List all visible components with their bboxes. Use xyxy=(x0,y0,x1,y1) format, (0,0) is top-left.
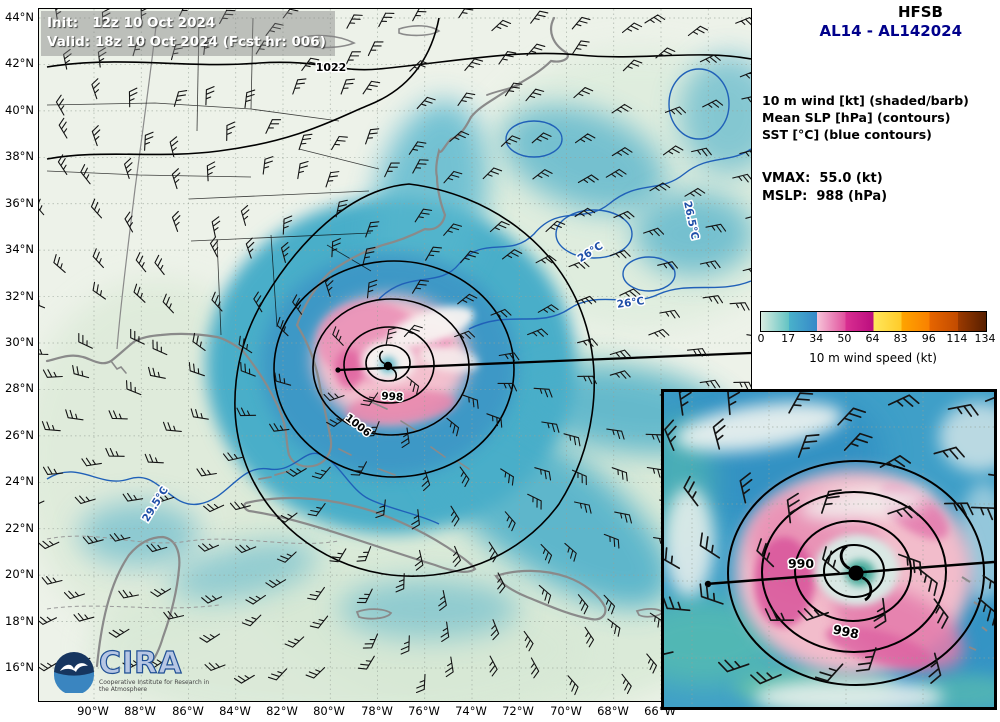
colorbar-caption: 10 m wind speed (kt) xyxy=(809,351,937,365)
colorbar-ticks: 0 17 34 50 64 83 96 114 134 xyxy=(757,332,996,346)
slp-label-1022: 1022 xyxy=(316,61,347,74)
coastline-cuba xyxy=(243,496,477,574)
lon-label: 84°W xyxy=(219,704,251,718)
colorbar-tick: 0 xyxy=(757,332,765,345)
slp-label-998: 998 xyxy=(381,390,404,403)
lat-label: 40°N xyxy=(5,103,34,117)
coastline-hispaniola xyxy=(494,569,607,621)
coastline-yucatan xyxy=(95,535,181,668)
lon-label: 88°W xyxy=(124,704,156,718)
legend-line-slp: Mean SLP [hPa] (contours) xyxy=(762,110,951,125)
storm-id: AL14 - AL142024 xyxy=(819,22,963,40)
rivers-lakes xyxy=(116,17,441,350)
colorbar-gradient xyxy=(760,311,987,332)
cira-logo-subtext: Cooperative Institute for Research in th… xyxy=(99,679,210,693)
coastline-gulf xyxy=(45,339,137,365)
colorbar-tick: 96 xyxy=(921,332,936,345)
inset-contour-labels: 990 998 xyxy=(786,555,861,644)
inset-label-998: 998 xyxy=(832,622,861,642)
coastline-us-east xyxy=(295,16,569,327)
lat-label: 16°N xyxy=(5,660,34,674)
inset-label-990: 990 xyxy=(788,556,814,571)
sst-contours xyxy=(46,68,751,525)
storm-metrics: VMAX: 55.0 (kt) MSLP: 988 (hPa) xyxy=(762,170,998,206)
sst-contours-dashed xyxy=(46,535,340,610)
init-line: Init: 12z 10 Oct 2024 xyxy=(47,15,216,31)
inset-wind-shading xyxy=(664,392,994,707)
forecast-map: 1022 1006 998 29.5°C 26°C 26.5°C 26°C In… xyxy=(38,8,752,702)
lat-label: 30°N xyxy=(5,335,34,349)
lon-label: 74°W xyxy=(455,704,487,718)
model-name: HFSB xyxy=(897,3,943,21)
forecast-map-canvas: 1022 1006 998 29.5°C 26°C 26.5°C 26°C xyxy=(39,9,751,701)
colorbar-tick: 83 xyxy=(893,332,908,345)
bahamas xyxy=(338,400,470,476)
colorbar-tick: 64 xyxy=(865,332,880,345)
lat-label: 24°N xyxy=(5,474,34,488)
vmax-value: VMAX: 55.0 (kt) xyxy=(762,171,883,186)
colorbar-tick: 50 xyxy=(837,332,852,345)
lat-label: 26°N xyxy=(5,428,34,442)
lon-label: 70°W xyxy=(550,704,582,718)
lon-label: 86°W xyxy=(172,704,204,718)
legend-line-sst: SST [°C] (blue contours) xyxy=(762,127,932,142)
inset-canvas: 990 998 xyxy=(664,392,994,707)
lat-label: 34°N xyxy=(5,242,34,256)
colorbar-tick: 134 xyxy=(974,332,996,345)
cira-logo-text: CIRA xyxy=(98,646,183,681)
valid-line: Valid: 18z 10 Oct 2024 (Fcst hr: 006) xyxy=(47,34,326,50)
mslp-value: MSLP: 988 (hPa) xyxy=(762,189,888,204)
colorbar-tick: 114 xyxy=(946,332,968,345)
coastline-florida xyxy=(133,323,333,468)
lat-label: 28°N xyxy=(5,381,34,395)
track-line xyxy=(335,351,751,373)
sst-label-atl3: 26°C xyxy=(616,295,645,311)
inset-hurricane-symbol xyxy=(839,544,873,602)
lon-label: 72°W xyxy=(502,704,534,718)
lat-label: 38°N xyxy=(5,149,34,163)
lat-label: 32°N xyxy=(5,289,34,303)
lat-label: 18°N xyxy=(5,614,34,628)
storm-inset-map: 990 998 xyxy=(661,389,997,710)
lon-label: 80°W xyxy=(313,704,345,718)
lon-label: 68°W xyxy=(597,704,629,718)
lat-label: 36°N xyxy=(5,196,34,210)
lon-label: 76°W xyxy=(408,704,440,718)
legend-line-wind: 10 m wind [kt] (shaded/barb) xyxy=(762,93,969,108)
colorbar-tick: 34 xyxy=(809,332,824,345)
field-legend: 10 m wind [kt] (shaded/barb) Mean SLP [hP… xyxy=(762,92,998,143)
inset-islands xyxy=(961,576,988,651)
run-time-overlay: Init: 12z 10 Oct 2024 Valid: 18z 10 Oct 2… xyxy=(41,11,335,56)
lon-label: 82°W xyxy=(266,704,298,718)
state-borders xyxy=(46,17,380,336)
colorbar-tick: 17 xyxy=(781,332,796,345)
lon-label: 78°W xyxy=(361,704,393,718)
lon-label: 90°W xyxy=(77,704,109,718)
coastlines xyxy=(45,16,734,668)
lat-label: 42°N xyxy=(5,56,34,70)
lat-label: 20°N xyxy=(5,567,34,581)
lat-label: 22°N xyxy=(5,521,34,535)
branding: CIRA Cooperative Institute for Research … xyxy=(53,646,219,693)
lat-label: 44°N xyxy=(5,10,34,24)
jamaica xyxy=(355,608,393,620)
ms-delta xyxy=(110,360,127,374)
long-island xyxy=(486,84,520,96)
hurricane-symbol xyxy=(379,350,397,382)
noaa-logo-icon xyxy=(54,651,94,693)
